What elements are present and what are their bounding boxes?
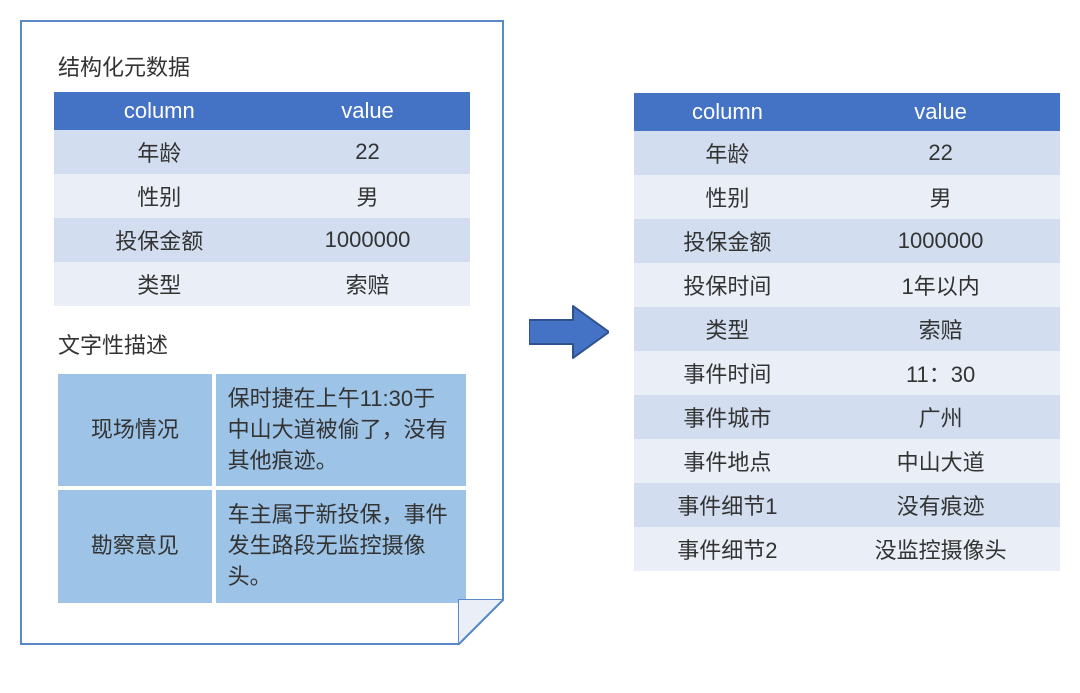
col-header: column [634,93,822,131]
description-table: 现场情况 保时捷在上午11:30于中山大道被偷了，没有其他痕迹。 勘察意见 车主… [54,370,470,607]
result-panel: column value 年龄22 性别男 投保金额1000000 投保时间1年… [634,93,1060,571]
table-row: 事件城市广州 [634,395,1060,439]
col-header: column [54,92,265,130]
table-row: 事件地点中山大道 [634,439,1060,483]
table-row: 事件细节2没监控摄像头 [634,527,1060,571]
table-row: 年龄22 [634,131,1060,175]
table-row: 年龄 22 [54,130,470,174]
transform-arrow [524,302,613,362]
table-header-row: column value [54,92,470,130]
table-row: 投保金额 1000000 [54,218,470,262]
structured-table: column value 年龄 22 性别 男 投保金额 1000000 [54,92,470,306]
table-row: 事件时间11：30 [634,351,1060,395]
table-row: 现场情况 保时捷在上午11:30于中山大道被偷了，没有其他痕迹。 [58,374,466,486]
table-row: 投保金额1000000 [634,219,1060,263]
col-header: value [821,93,1060,131]
section2-title: 文字性描述 [58,328,470,360]
table-row: 勘察意见 车主属于新投保，事件发生路段无监控摄像头。 [58,490,466,602]
col-header: value [265,92,471,130]
table-row: 性别 男 [54,174,470,218]
table-row: 投保时间1年以内 [634,263,1060,307]
source-panel: 结构化元数据 column value 年龄 22 性别 男 投保金额 [20,20,504,645]
table-row: 事件细节1没有痕迹 [634,483,1060,527]
diagram-root: 结构化元数据 column value 年龄 22 性别 男 投保金额 [20,20,1060,645]
table-header-row: column value [634,93,1060,131]
arrow-right-icon [529,302,609,362]
result-table: column value 年龄22 性别男 投保金额1000000 投保时间1年… [634,93,1060,571]
table-row: 性别男 [634,175,1060,219]
page-fold-icon [458,599,504,645]
table-row: 类型 索赔 [54,262,470,306]
section1-title: 结构化元数据 [58,50,470,82]
table-row: 类型索赔 [634,307,1060,351]
